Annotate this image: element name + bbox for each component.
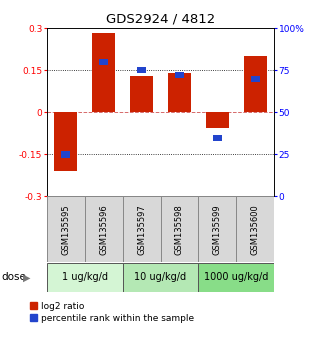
Bar [160, 196, 198, 262]
Bar [175, 72, 184, 79]
Text: GSM135596: GSM135596 [99, 204, 108, 255]
Bar [123, 263, 198, 292]
Text: ▶: ▶ [22, 272, 30, 282]
Text: GSM135595: GSM135595 [61, 204, 70, 255]
Bar [99, 59, 108, 65]
Bar [198, 263, 274, 292]
Bar [47, 196, 84, 262]
Text: GSM135598: GSM135598 [175, 204, 184, 255]
Bar [206, 113, 229, 128]
Bar [244, 56, 267, 113]
Bar [213, 135, 222, 141]
Text: 1000 ug/kg/d: 1000 ug/kg/d [204, 272, 269, 282]
Text: 1 ug/kg/d: 1 ug/kg/d [62, 272, 108, 282]
Legend: log2 ratio, percentile rank within the sample: log2 ratio, percentile rank within the s… [30, 302, 194, 322]
Text: GSM135599: GSM135599 [213, 204, 222, 255]
Bar [54, 113, 77, 171]
Text: GDS2924 / 4812: GDS2924 / 4812 [106, 12, 215, 25]
Bar [198, 196, 237, 262]
Text: GSM135600: GSM135600 [251, 204, 260, 255]
Bar [168, 73, 191, 113]
Bar [237, 196, 274, 262]
Bar [61, 152, 70, 158]
Bar [47, 263, 123, 292]
Text: 10 ug/kg/d: 10 ug/kg/d [134, 272, 187, 282]
Bar [130, 76, 153, 113]
Bar [92, 33, 115, 113]
Bar [251, 76, 260, 82]
Text: GSM135597: GSM135597 [137, 204, 146, 255]
Text: dose: dose [2, 272, 26, 282]
Bar [123, 196, 160, 262]
Bar [137, 67, 146, 73]
Bar [84, 196, 123, 262]
